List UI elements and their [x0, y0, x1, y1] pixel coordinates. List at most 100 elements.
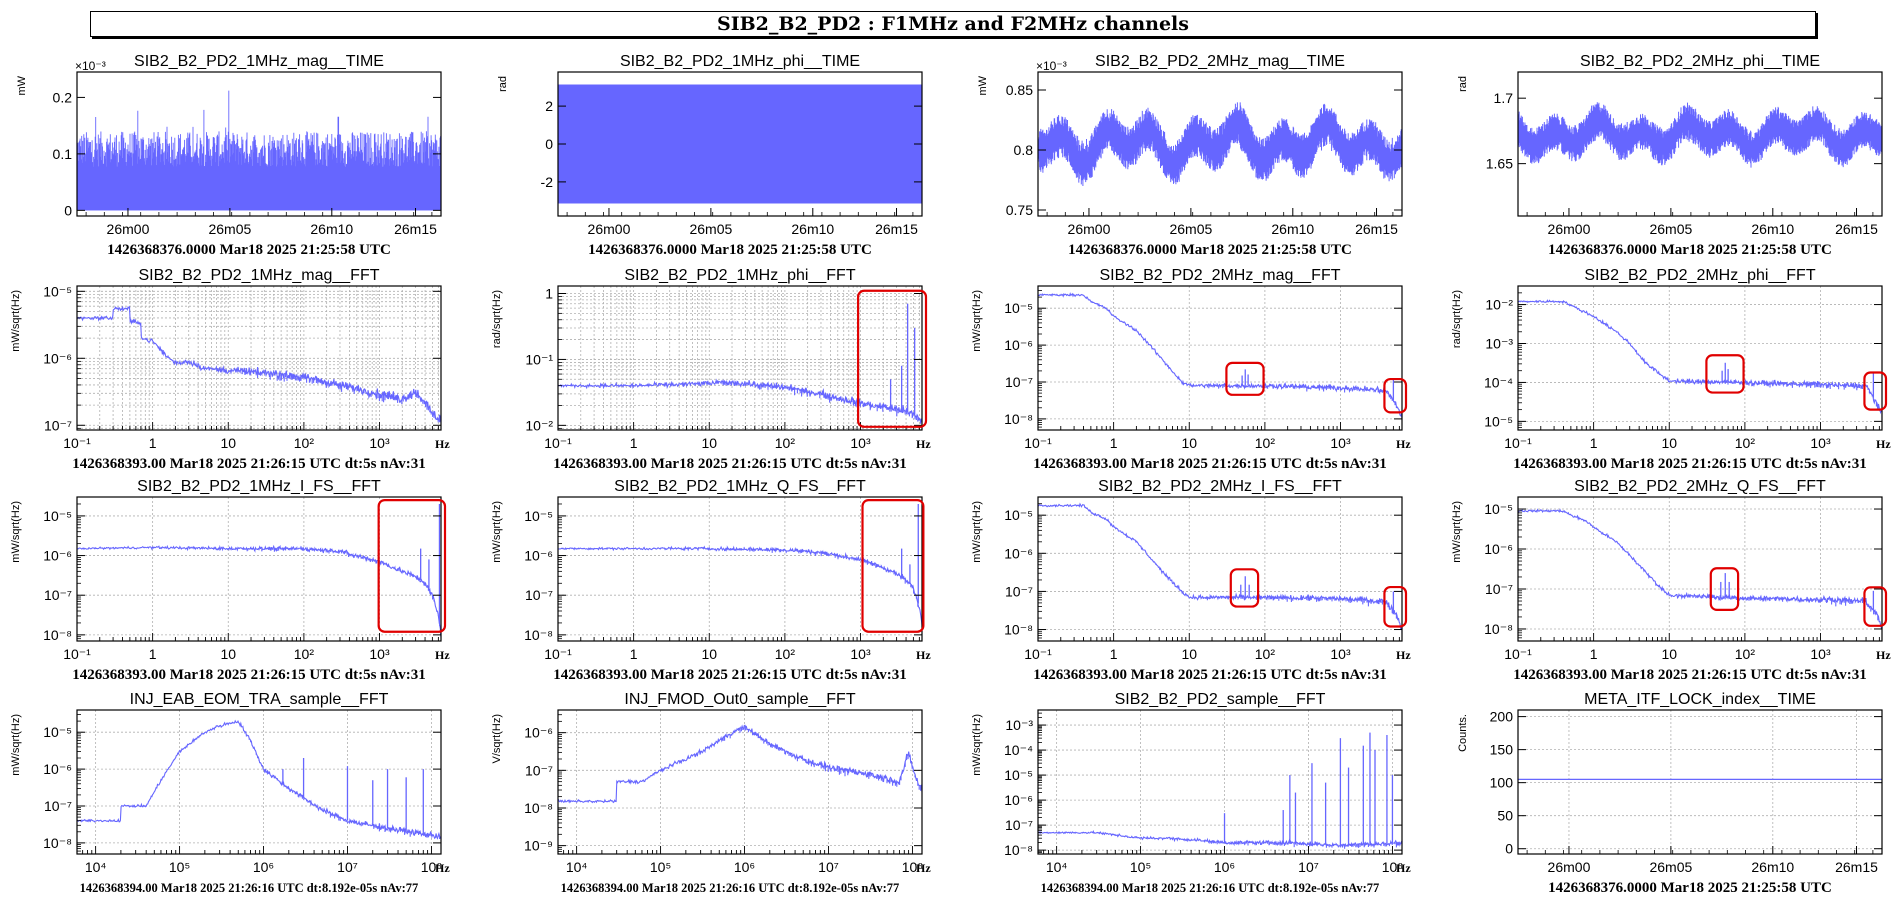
x-tick-label: 26m05: [1649, 859, 1692, 875]
x-tick-label: 26m00: [1548, 221, 1591, 237]
x-tick-label: 10³: [850, 435, 871, 451]
y-tick-label: 10⁻⁸: [43, 627, 72, 643]
y-tick-label: 1.7: [1494, 90, 1514, 106]
grid: [1037, 286, 1402, 430]
chart-footer: 1426368376.0000 Mar18 2025 21:25:58 UTC: [1068, 242, 1352, 258]
chart-p13: INJ_EAB_EOM_TRA_sample__FFT 10⁻⁸ 10⁻⁷ 10⁻⁶ 1…: [10, 691, 450, 895]
x-tick-label: 10⁻¹: [1024, 646, 1052, 662]
x-tick-label: 10⁻¹: [1024, 435, 1052, 451]
chart-p4: SIB2_B2_PD2_2MHz_phi__TIME 1.65 1.7 26m00 26…: [1457, 53, 1883, 258]
grid: [1517, 286, 1882, 430]
y-tick-label: 10⁻⁶: [524, 548, 553, 564]
y-axis-label: rad: [1457, 76, 1469, 92]
series-trace: [1518, 102, 1882, 168]
x-tick-label: 10⁵: [169, 859, 190, 875]
y-tick-label: 10⁻⁷: [44, 417, 72, 433]
x-tick-label: 10⁴: [85, 859, 107, 875]
chart-title: SIB2_B2_PD2_1MHz_mag__FFT: [139, 267, 380, 284]
series-trace: [558, 545, 922, 628]
y-axis-label: rad/sqrt(Hz): [1451, 290, 1463, 348]
x-tick-label: 26m05: [208, 221, 251, 237]
y-axis-label: mW/sqrt(Hz): [971, 290, 983, 352]
chart-footer: 1426368376.0000 Mar18 2025 21:25:58 UTC: [588, 242, 872, 258]
page-title: SIB2_B2_PD2 : F1MHz and F2MHz channels: [717, 13, 1189, 35]
series: [558, 84, 922, 204]
series: [1038, 502, 1402, 634]
chart-title: SIB2_B2_PD2_2MHz_I_FS__FFT: [1098, 478, 1342, 495]
grid: [1037, 497, 1402, 641]
x-tick-label: 10: [701, 646, 717, 662]
y-axis-label: rad/sqrt(Hz): [491, 290, 503, 348]
x-tick-label: 10: [701, 435, 717, 451]
y-tick-label: 10⁻⁶: [1484, 541, 1513, 557]
y-tick-label: 1.65: [1486, 156, 1513, 172]
chart-p15: SIB2_B2_PD2_sample__FFT 10⁻⁸ 10⁻⁷ 10⁻⁶ 10⁻⁵ 1…: [971, 691, 1411, 895]
grid: [557, 497, 922, 641]
plot-frame: [1517, 496, 1883, 642]
chart-p6: SIB2_B2_PD2_1MHz_phi__FFT 10⁻² 10⁻¹ 1 10⁻¹ 1 1…: [491, 267, 931, 472]
plot-frame: [76, 496, 442, 642]
y-tick-label: 10⁻²: [1485, 297, 1513, 313]
chart-p12: SIB2_B2_PD2_2MHz_Q_FS__FFT 10⁻⁸ 10⁻⁷ 10⁻⁶ 10…: [1451, 478, 1891, 683]
x-tick-label: 10⁻¹: [1504, 646, 1532, 662]
chart-title: META_ITF_LOCK_index__TIME: [1584, 691, 1816, 708]
chart-footer: 1426368393.00 Mar18 2025 21:26:15 UTC dt…: [553, 456, 906, 472]
y-tick-label: 150: [1490, 742, 1514, 758]
x-tick-label: 26m15: [1355, 221, 1398, 237]
chart-footer: 1426368393.00 Mar18 2025 21:26:15 UTC dt…: [1513, 667, 1866, 683]
y-tick-label: 10⁻⁸: [524, 800, 553, 816]
series: [77, 305, 441, 425]
x-tick-label: 10²: [1735, 435, 1756, 451]
x-tick-label: 26m15: [1835, 221, 1878, 237]
y-tick-label: 10⁻²: [525, 417, 553, 433]
y-tick-label: 0: [545, 136, 553, 152]
x-tick-label: 26m05: [689, 221, 732, 237]
series: [1518, 102, 1882, 168]
chart-title: INJ_EAB_EOM_TRA_sample__FFT: [130, 691, 389, 708]
highlight-box: [377, 499, 447, 633]
y-axis-label: mW/sqrt(Hz): [10, 714, 22, 776]
y-tick-label: 10⁻⁵: [1004, 767, 1033, 783]
x-tick-label: 10: [1181, 646, 1197, 662]
x-tick-label: 10⁵: [650, 859, 671, 875]
y-tick-label: 10⁻⁷: [1005, 583, 1033, 599]
y-tick-label: 100: [1490, 775, 1514, 791]
series-trace: [77, 719, 441, 840]
x-tick-label: 10³: [850, 646, 871, 662]
x-tick-label: 10⁻¹: [1504, 435, 1532, 451]
highlight-box: [1383, 585, 1408, 628]
series-trace: [558, 724, 922, 804]
series-trace: [1518, 508, 1882, 630]
y-tick-label: 10⁻⁹: [524, 838, 553, 854]
y-axis-label: mW/sqrt(Hz): [10, 290, 22, 352]
highlight-box: [1229, 568, 1260, 608]
x-tick-label: 10²: [775, 435, 796, 451]
y-tick-label: 0: [1505, 841, 1513, 857]
y-tick-label: 10⁻⁵: [43, 283, 72, 299]
y-axis-label: mW/sqrt(Hz): [491, 501, 503, 563]
chart-p7: SIB2_B2_PD2_2MHz_mag__FFT 10⁻⁸ 10⁻⁷ 10⁻⁶ 10⁻…: [971, 267, 1411, 472]
y-tick-label: 10⁻¹: [525, 351, 553, 367]
grid: [1517, 497, 1882, 641]
plot-frame: [557, 285, 923, 431]
x-unit-label: Hz: [916, 861, 931, 875]
y-axis-label: mW/sqrt(Hz): [971, 501, 983, 563]
y-tick-label: 10⁻⁶: [1004, 337, 1033, 353]
y-tick-label: 0.75: [1006, 202, 1033, 218]
x-tick-label: 26m00: [107, 221, 150, 237]
x-tick-label: 26m15: [394, 221, 437, 237]
y-axis-label: rad: [497, 76, 509, 92]
series-trace: [77, 305, 441, 425]
chart-title: SIB2_B2_PD2_1MHz_phi__TIME: [620, 53, 860, 70]
y-axis-label: mW/sqrt(Hz): [971, 714, 983, 776]
chart-title: SIB2_B2_PD2_1MHz_I_FS__FFT: [137, 478, 381, 495]
chart-footer: 1426368393.00 Mar18 2025 21:26:15 UTC dt…: [72, 456, 425, 472]
x-tick-label: 10⁵: [1130, 859, 1151, 875]
x-tick-label: 10⁶: [1214, 859, 1235, 875]
highlight-box: [1863, 586, 1888, 627]
chart-footer: 1426368393.00 Mar18 2025 21:26:15 UTC dt…: [553, 667, 906, 683]
x-tick-label: 10³: [369, 646, 390, 662]
highlight-box: [1709, 567, 1740, 611]
x-unit-label: Hz: [916, 648, 931, 662]
chart-footer: 1426368393.00 Mar18 2025 21:26:15 UTC dt…: [1033, 667, 1386, 683]
